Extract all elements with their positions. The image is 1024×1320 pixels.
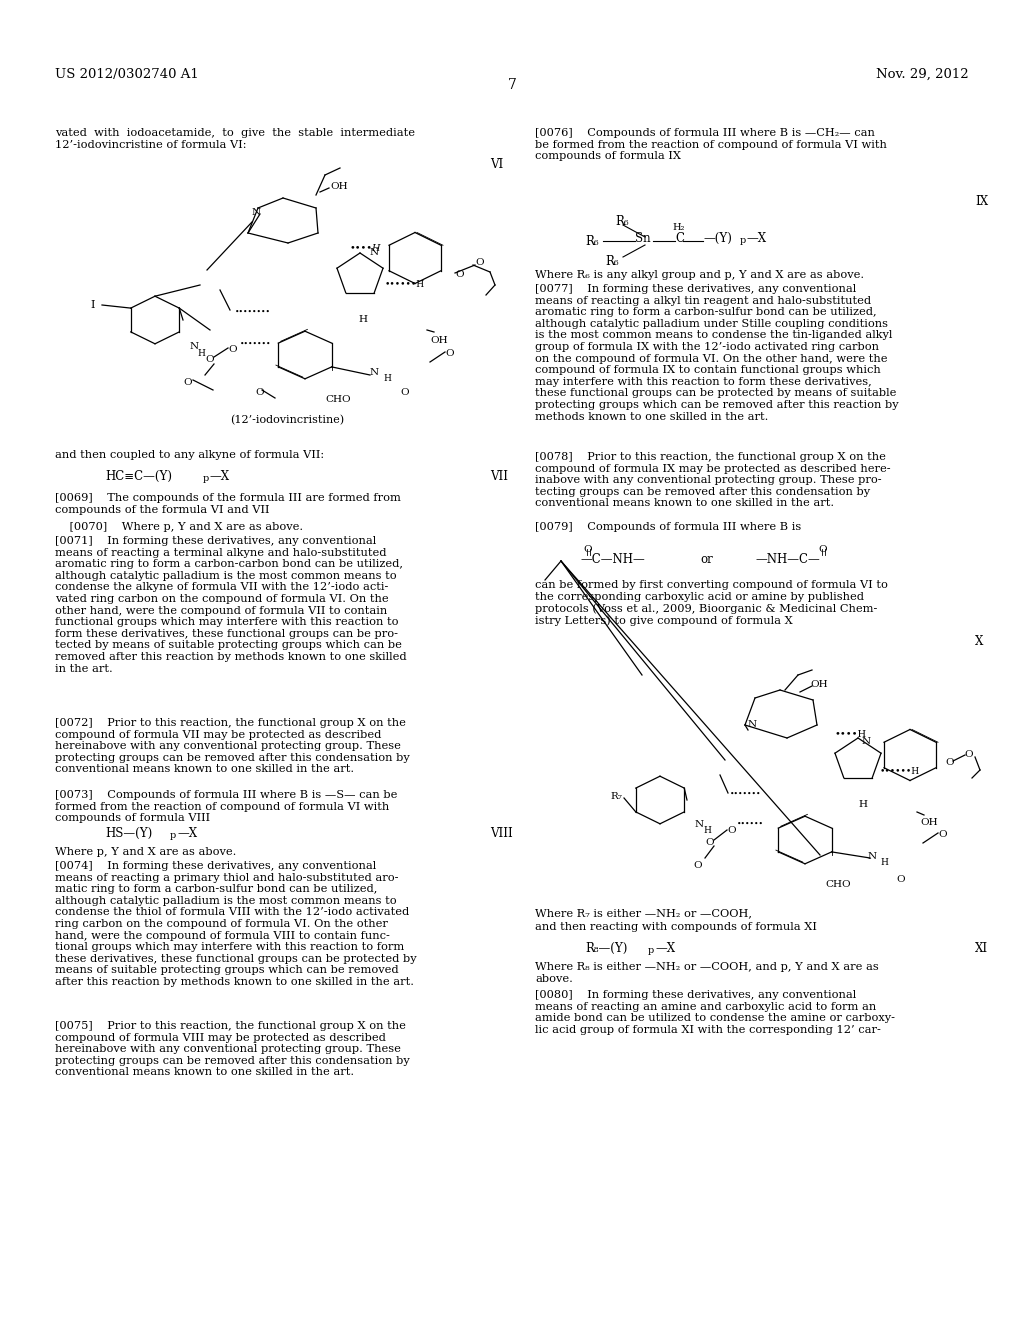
Text: O: O xyxy=(964,750,973,759)
Text: and then reacting with compounds of formula XI: and then reacting with compounds of form… xyxy=(535,921,817,932)
Text: O: O xyxy=(445,348,454,358)
Text: O: O xyxy=(818,545,826,554)
Text: [0076]    Compounds of formula III where B is —CH₂— can
be formed from the react: [0076] Compounds of formula III where B … xyxy=(535,128,887,161)
Text: OH: OH xyxy=(810,680,827,689)
Text: or: or xyxy=(700,553,713,566)
Text: O: O xyxy=(693,861,701,870)
Text: CHO: CHO xyxy=(325,395,350,404)
Text: N: N xyxy=(252,209,261,216)
Text: C: C xyxy=(675,232,684,246)
Text: [0070]    Where p, Y and X are as above.: [0070] Where p, Y and X are as above. xyxy=(55,521,303,532)
Text: 7: 7 xyxy=(508,78,516,92)
Text: O: O xyxy=(183,378,191,387)
Text: VIII: VIII xyxy=(490,828,513,840)
Text: O: O xyxy=(205,355,214,364)
Text: HC≡C—(Y): HC≡C—(Y) xyxy=(105,470,172,483)
Text: O: O xyxy=(896,875,904,884)
Text: IX: IX xyxy=(975,195,988,209)
Text: [0073]    Compounds of formula III where B is —S— can be
formed from the reactio: [0073] Compounds of formula III where B … xyxy=(55,789,397,824)
Text: Where p, Y and X are as above.: Where p, Y and X are as above. xyxy=(55,847,237,857)
Text: —C—NH—: —C—NH— xyxy=(580,553,645,566)
Text: Nov. 29, 2012: Nov. 29, 2012 xyxy=(877,69,969,81)
Text: O: O xyxy=(727,826,735,836)
Text: [0077]    In forming these derivatives, any conventional
means of reacting a alk: [0077] In forming these derivatives, any… xyxy=(535,284,899,421)
Text: [0080]    In forming these derivatives, any conventional
means of reacting an am: [0080] In forming these derivatives, any… xyxy=(535,990,895,1035)
Text: N: N xyxy=(695,820,705,829)
Text: N: N xyxy=(190,342,199,351)
Text: Sn: Sn xyxy=(635,232,650,246)
Text: p: p xyxy=(170,832,176,840)
Text: O: O xyxy=(400,388,409,397)
Text: Where R₈ is either —NH₂ or —COOH, and p, Y and X are as
above.: Where R₈ is either —NH₂ or —COOH, and p,… xyxy=(535,962,879,983)
Text: OH: OH xyxy=(920,818,938,828)
Text: HS—(Y): HS—(Y) xyxy=(105,828,153,840)
Text: R₈—(Y): R₈—(Y) xyxy=(585,942,628,954)
Text: p: p xyxy=(740,236,746,246)
Text: H: H xyxy=(858,800,867,809)
Text: (12’-iodovincristine): (12’-iodovincristine) xyxy=(230,414,344,425)
Text: Where R₇ is either —NH₂ or —COOH,: Where R₇ is either —NH₂ or —COOH, xyxy=(535,908,752,917)
Text: ••••••••: •••••••• xyxy=(234,308,271,315)
Text: p: p xyxy=(203,474,209,483)
Text: —X: —X xyxy=(655,942,675,954)
Text: X: X xyxy=(975,635,983,648)
Text: H: H xyxy=(383,374,391,383)
Text: —X: —X xyxy=(177,828,198,840)
Text: H: H xyxy=(358,315,367,323)
Text: XI: XI xyxy=(975,942,988,954)
Text: O: O xyxy=(228,345,237,354)
Text: H: H xyxy=(880,858,888,867)
Text: N: N xyxy=(862,737,871,746)
Text: O: O xyxy=(475,257,483,267)
Text: vated  with  iodoacetamide,  to  give  the  stable  intermediate
12’-iodovincris: vated with iodoacetamide, to give the st… xyxy=(55,128,415,149)
Text: R₆: R₆ xyxy=(585,235,599,248)
Text: •••••••: ••••••• xyxy=(730,789,762,799)
Text: ••••••: •••••• xyxy=(737,820,764,828)
Text: [0071]    In forming these derivatives, any conventional
means of reacting a ter: [0071] In forming these derivatives, any… xyxy=(55,536,407,673)
Text: O: O xyxy=(455,271,464,279)
Text: N: N xyxy=(370,248,379,257)
Text: US 2012/0302740 A1: US 2012/0302740 A1 xyxy=(55,69,199,81)
Text: [0075]    Prior to this reaction, the functional group X on the
compound of form: [0075] Prior to this reaction, the funct… xyxy=(55,1020,410,1077)
Text: N: N xyxy=(868,851,878,861)
Text: ••••H: ••••H xyxy=(350,244,382,253)
Text: CHO: CHO xyxy=(825,880,851,888)
Text: and then coupled to any alkyne of formula VII:: and then coupled to any alkyne of formul… xyxy=(55,450,325,459)
Text: O: O xyxy=(583,545,592,554)
Text: p: p xyxy=(648,946,654,954)
Text: R₇: R₇ xyxy=(610,792,622,801)
Text: O: O xyxy=(255,388,263,397)
Text: —NH—C—: —NH—C— xyxy=(755,553,820,566)
Text: OH: OH xyxy=(430,337,447,345)
Text: H: H xyxy=(197,348,205,358)
Text: VI: VI xyxy=(490,158,503,172)
Text: [0069]    The compounds of the formula III are formed from
compounds of the form: [0069] The compounds of the formula III … xyxy=(55,492,400,515)
Text: [0079]    Compounds of formula III where B is: [0079] Compounds of formula III where B … xyxy=(535,521,801,532)
Text: O: O xyxy=(938,830,946,840)
Text: N: N xyxy=(748,719,757,729)
Text: [0074]    In forming these derivatives, any conventional
means of reacting a pri: [0074] In forming these derivatives, any… xyxy=(55,861,417,987)
Text: can be formed by first converting compound of formula VI to
the corresponding ca: can be formed by first converting compou… xyxy=(535,579,888,626)
Text: Where R₆ is any alkyl group and p, Y and X are as above.: Where R₆ is any alkyl group and p, Y and… xyxy=(535,271,864,280)
Text: [0072]    Prior to this reaction, the functional group X on the
compound of form: [0072] Prior to this reaction, the funct… xyxy=(55,718,410,775)
Text: O: O xyxy=(945,758,953,767)
Text: ••••••H: ••••••H xyxy=(385,280,425,289)
Text: I: I xyxy=(90,300,94,310)
Text: [0078]    Prior to this reaction, the functional group X on the
compound of form: [0078] Prior to this reaction, the funct… xyxy=(535,451,891,508)
Text: H: H xyxy=(703,826,711,836)
Text: O: O xyxy=(705,838,714,847)
Text: H₂: H₂ xyxy=(672,223,684,232)
Text: —X: —X xyxy=(209,470,229,483)
Text: N: N xyxy=(370,368,379,378)
Text: —(Y): —(Y) xyxy=(703,232,732,246)
Text: OH: OH xyxy=(330,182,347,191)
Text: VII: VII xyxy=(490,470,508,483)
Text: ••••H: ••••H xyxy=(835,730,867,739)
Text: —X: —X xyxy=(746,232,766,246)
Text: R₆: R₆ xyxy=(605,255,618,268)
Text: R₆: R₆ xyxy=(615,215,629,228)
Text: ••••••H: ••••••H xyxy=(880,767,921,776)
Text: •••••••: ••••••• xyxy=(240,341,271,348)
